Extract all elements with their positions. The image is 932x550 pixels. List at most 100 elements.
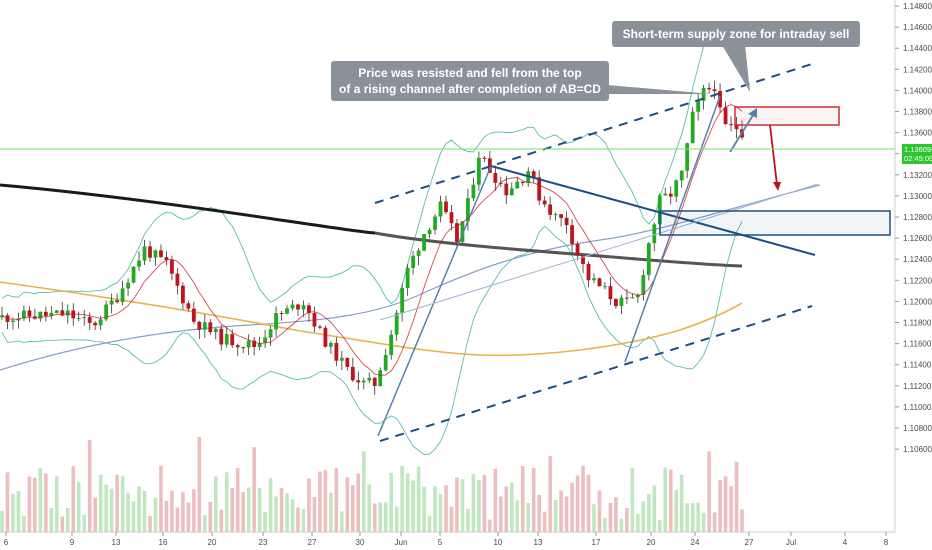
- volume-bar: [44, 473, 48, 532]
- candle-body: [471, 184, 476, 199]
- candle-body: [531, 171, 536, 178]
- candle-body: [389, 334, 394, 355]
- volume-bar: [170, 490, 174, 532]
- volume-bar: [378, 502, 383, 532]
- candle-body: [603, 286, 607, 288]
- candle-body: [509, 188, 514, 196]
- y-tick-label: 1.14800: [903, 2, 932, 11]
- volume-bar: [16, 490, 21, 532]
- volume-bar: [230, 487, 235, 532]
- x-tick-label: 5: [438, 538, 443, 547]
- candle-body: [696, 100, 701, 112]
- volume-bar: [148, 516, 152, 532]
- volume-bar: [192, 489, 196, 532]
- channel-midline: [379, 183, 819, 321]
- volume-bar: [734, 461, 739, 532]
- callout-resistance-line1: Price was resisted and fell from the top: [358, 66, 581, 80]
- volume-bar: [11, 493, 15, 532]
- volume-bar: [729, 486, 733, 532]
- volume-bar: [581, 465, 585, 532]
- volume-bar: [515, 500, 520, 532]
- candle-body: [690, 111, 695, 144]
- volume-bar: [422, 486, 426, 532]
- candle-body: [268, 329, 273, 338]
- volume-bar: [5, 472, 10, 532]
- x-tick-label: 10: [494, 538, 503, 547]
- volume-bar: [608, 502, 613, 532]
- candle-body: [131, 266, 136, 283]
- volume-bar: [76, 482, 81, 532]
- candle-body: [537, 177, 542, 201]
- candle-body: [493, 172, 498, 183]
- time-axis[interactable]: 6 9 13 16 20 23 27 30 Jun 5 10 13 17 20 24 27 Jul 4 8: [0, 531, 932, 550]
- volume-bar: [351, 485, 355, 532]
- candle-body: [312, 313, 317, 327]
- y-tick-label: 1.12600: [903, 234, 932, 243]
- volume-bar: [559, 490, 563, 532]
- callout-supply-text: Short-term supply zone for intraday sell: [623, 27, 850, 41]
- volume-bar: [597, 490, 602, 532]
- volume-bar: [482, 474, 487, 532]
- volume-bar: [159, 465, 163, 532]
- candle-body: [202, 322, 207, 330]
- candle-body: [586, 264, 591, 281]
- projected-down-arrow: [769, 124, 778, 186]
- volume-bar: [520, 465, 525, 532]
- volume-bar: [394, 506, 399, 532]
- candle-body: [581, 255, 585, 265]
- candle-body: [11, 320, 15, 322]
- volume-bar: [690, 503, 695, 532]
- projected-up-arrowhead: [748, 108, 757, 118]
- candle-body: [54, 310, 59, 313]
- volume-bar: [718, 480, 722, 532]
- y-tick-label: 1.11800: [903, 319, 932, 328]
- candle-body: [570, 225, 574, 244]
- candle-body: [679, 170, 684, 181]
- candle-body: [504, 183, 509, 196]
- volume-bar: [531, 468, 536, 532]
- volume-bar: [186, 502, 191, 532]
- candle-body: [120, 288, 125, 303]
- candle-body: [482, 157, 487, 159]
- volume-bar: [372, 503, 377, 532]
- volume-bar: [548, 456, 552, 532]
- y-tick-label: 1.10800: [903, 424, 932, 433]
- volume-bar: [285, 493, 289, 532]
- bollinger-upper: [1, 24, 743, 305]
- candle-body: [433, 216, 437, 230]
- volume-bar: [663, 467, 668, 532]
- projected-up-arrow: [729, 111, 756, 153]
- y-tick-label: 1.11600: [903, 340, 932, 349]
- candle-body: [394, 312, 399, 335]
- candle-body: [646, 243, 651, 276]
- x-tick-label: 27: [745, 538, 754, 547]
- volume-bar: [471, 473, 476, 532]
- volume-bar: [685, 503, 689, 532]
- y-tick-label: 1.14600: [903, 23, 932, 32]
- candle-body: [0, 315, 4, 318]
- candle-body: [597, 278, 602, 287]
- candle-body: [630, 297, 635, 299]
- volume-bar: [22, 515, 26, 532]
- x-tick-label: 13: [112, 538, 121, 547]
- volume-bar: [405, 473, 410, 532]
- channel-upper-line: [374, 63, 813, 204]
- candle-body: [592, 278, 596, 281]
- candle-body: [263, 337, 268, 343]
- candle-body: [142, 246, 147, 261]
- candle-body: [466, 198, 470, 222]
- volume-bar: [570, 482, 574, 532]
- volume-bar: [126, 492, 130, 532]
- volume-bar: [674, 489, 679, 532]
- candle-body: [701, 87, 706, 101]
- candle-body: [564, 217, 569, 226]
- volume-bar: [564, 496, 569, 532]
- volume-bar: [433, 486, 437, 532]
- x-tick-label: 6: [4, 538, 9, 547]
- candle-body: [290, 304, 295, 309]
- price-axis[interactable]: 1.14800 1.14600 1.14400 1.14200 1.14000 1.138…: [894, 0, 932, 550]
- volume-bar: [466, 508, 470, 532]
- volume-bar: [55, 476, 59, 532]
- y-tick-label: 1.11000: [903, 403, 932, 412]
